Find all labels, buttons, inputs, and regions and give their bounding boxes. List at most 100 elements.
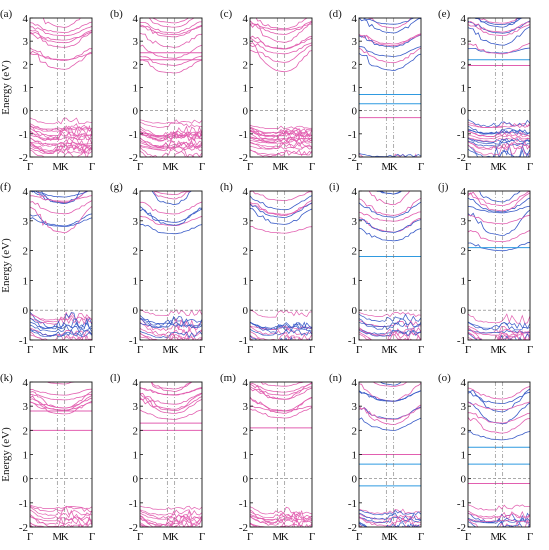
conduction-band <box>359 227 421 242</box>
conduction-band <box>372 382 408 387</box>
band-panel: -2 -1 0 1 2 3 4 Γ MK Γ (b) <box>110 8 205 173</box>
valence-band <box>30 147 92 155</box>
conduction-band <box>359 390 421 402</box>
conduction-band <box>250 396 312 414</box>
x-tick-label: Γ <box>309 531 315 543</box>
y-tick-label: 3 <box>461 401 467 413</box>
y-tick-label: -2 <box>239 152 248 164</box>
band-lines <box>140 18 202 157</box>
conduction-band <box>359 46 421 57</box>
y-tick-label: -1 <box>239 129 248 141</box>
y-tick-label: -1 <box>348 498 357 510</box>
y-tick-label: 3 <box>23 36 29 48</box>
y-tick-label: 3 <box>23 216 29 228</box>
valence-band <box>468 144 530 157</box>
y-tick-label: 0 <box>23 305 29 317</box>
x-tick-label: Γ <box>309 161 315 173</box>
conduction-band <box>250 407 312 419</box>
y-tick-label: 2 <box>23 246 29 258</box>
valence-band <box>468 313 530 324</box>
x-tick-label: K <box>499 344 507 356</box>
x-tick-label: Γ <box>418 344 424 356</box>
panel-label: (l) <box>110 372 121 384</box>
conduction-band <box>474 18 524 26</box>
conduction-band <box>140 201 202 215</box>
y-tick-label: 4 <box>352 13 358 25</box>
x-tick-label: Γ <box>465 344 471 356</box>
x-tick-label: Γ <box>527 161 533 173</box>
band-lines <box>250 18 312 157</box>
valence-band <box>30 132 92 140</box>
valence-band <box>250 358 312 365</box>
y-tick-label: 0 <box>243 305 249 317</box>
y-tick-label: 2 <box>352 246 358 258</box>
conduction-band <box>468 386 530 400</box>
conduction-band <box>468 42 530 55</box>
valence-band <box>140 133 202 140</box>
panel-label: (d) <box>329 8 342 20</box>
plot-frame <box>249 190 313 341</box>
valence-band <box>250 129 312 140</box>
y-tick-label: -1 <box>19 335 28 347</box>
y-tick-label: 3 <box>461 216 467 228</box>
conduction-band <box>468 214 530 225</box>
conduction-band <box>468 47 530 54</box>
valence-band <box>140 145 202 151</box>
band-panel: -2 -1 0 1 2 3 4 Γ MK Γ (a) Energy (eV) <box>0 8 95 173</box>
valence-band <box>468 513 530 518</box>
valence-band <box>359 512 421 520</box>
conduction-band <box>468 205 530 214</box>
x-tick-label: Γ <box>27 531 33 543</box>
conduction-band <box>153 191 191 200</box>
x-tick-label: Γ <box>418 531 424 543</box>
conduction-band <box>359 211 421 222</box>
valence-band <box>30 317 92 325</box>
conduction-band <box>140 59 202 74</box>
conduction-band <box>140 208 202 223</box>
y-axis-label: Energy (eV) <box>0 60 12 115</box>
y-tick-label: 4 <box>23 13 29 25</box>
valence-band <box>30 515 92 525</box>
valence-band <box>140 317 202 331</box>
x-tick-label: Γ <box>309 344 315 356</box>
y-tick-label: 1 <box>133 450 139 462</box>
x-tick-label: Γ <box>356 161 362 173</box>
band-panel: -1 0 1 2 3 4 Γ MK Γ (j) <box>438 181 533 356</box>
valence-band <box>359 509 421 516</box>
y-tick-label: 4 <box>243 186 249 198</box>
valence-band <box>250 335 311 340</box>
valence-band <box>468 130 530 138</box>
band-lines <box>359 191 421 340</box>
conduction-band <box>250 35 312 50</box>
valence-band <box>30 334 92 340</box>
conduction-band <box>250 44 312 63</box>
x-tick-label: M <box>52 531 62 543</box>
conduction-band <box>379 382 402 386</box>
y-tick-label: -2 <box>19 522 28 534</box>
valence-band <box>140 142 202 149</box>
valence-band <box>468 519 530 522</box>
x-tick-label: M <box>490 344 500 356</box>
valence-band <box>468 130 530 137</box>
x-tick-label: Γ <box>89 161 95 173</box>
conduction-band <box>250 195 312 211</box>
y-tick-label: 4 <box>461 13 467 25</box>
valence-band <box>250 131 312 137</box>
conduction-band <box>468 209 530 236</box>
conduction-band <box>30 205 92 234</box>
band-panel: -2 -1 0 1 2 3 4 Γ MK Γ (n) <box>329 372 424 543</box>
valence-band <box>140 518 202 527</box>
conduction-band <box>250 386 312 396</box>
y-tick-label: 1 <box>461 450 467 462</box>
valence-band <box>250 142 312 149</box>
band-lines <box>250 382 312 527</box>
conduction-band <box>140 215 202 226</box>
conduction-band <box>250 397 312 412</box>
conduction-band <box>30 191 91 198</box>
conduction-band <box>30 25 92 37</box>
valence-band <box>250 149 312 157</box>
valence-band <box>468 121 530 129</box>
valence-band <box>250 506 312 515</box>
band-panel: -1 0 1 2 3 4 Γ MK Γ (f) Energy (eV) <box>0 181 95 356</box>
conduction-band <box>140 32 202 48</box>
